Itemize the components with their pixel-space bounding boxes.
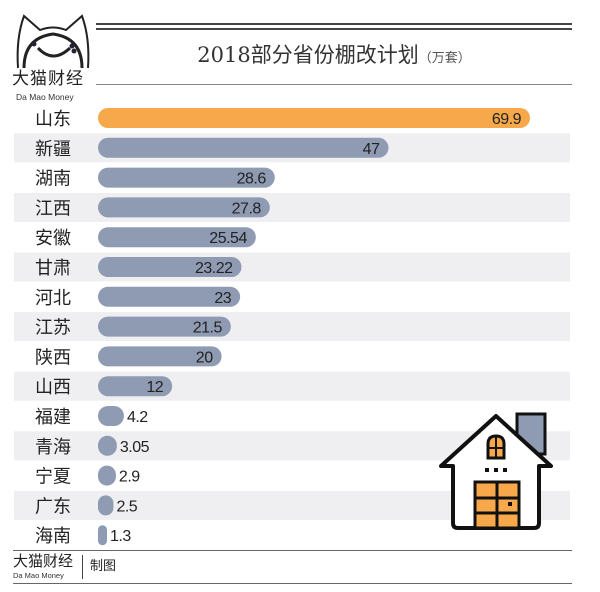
category-label: 宁夏 xyxy=(35,467,71,488)
category-label: 甘肃 xyxy=(35,258,71,279)
bar xyxy=(98,167,275,188)
data-label: 23 xyxy=(214,290,231,307)
category-label: 山西 xyxy=(35,377,71,398)
category-label: 江西 xyxy=(35,198,71,219)
bar xyxy=(98,197,270,218)
footer-logo-en: Da Mao Money xyxy=(13,571,64,580)
data-label: 28.6 xyxy=(237,171,267,188)
category-label: 湖南 xyxy=(35,169,71,190)
bar xyxy=(98,137,389,158)
bar xyxy=(98,108,530,128)
data-label: 21.5 xyxy=(193,320,223,337)
logo-text-cn: 大猫财经 xyxy=(12,69,84,89)
logo-text-en: Da Mao Money xyxy=(16,92,74,102)
data-label: 12 xyxy=(146,379,163,396)
bar xyxy=(98,495,114,516)
category-label: 山东 xyxy=(35,109,71,130)
bar xyxy=(98,286,241,307)
row-shade xyxy=(14,312,570,342)
chart-title-text: 2018部分省份棚改计划 xyxy=(197,43,419,67)
title-rule-bottom xyxy=(96,84,572,85)
house-icon xyxy=(439,412,553,530)
chart-title: 2018部分省份棚改计划（万套） xyxy=(96,42,572,72)
cat-logo-icon xyxy=(16,14,90,69)
data-label: 20 xyxy=(196,349,213,366)
bar xyxy=(98,376,173,397)
data-label: 3.05 xyxy=(120,439,150,456)
row-shade xyxy=(14,192,570,222)
data-label: 1.3 xyxy=(110,528,131,545)
data-label: 25.54 xyxy=(209,230,247,247)
bar xyxy=(98,227,256,248)
footer-separator xyxy=(82,555,83,579)
footer-credit: 制图 xyxy=(90,559,117,574)
footer-rule-top xyxy=(13,550,572,551)
data-label: 23.22 xyxy=(195,260,233,277)
category-label: 广东 xyxy=(35,496,71,517)
bar xyxy=(98,346,222,367)
data-label: 4.2 xyxy=(127,409,148,426)
title-rule-top-2 xyxy=(96,28,572,30)
bar xyxy=(98,525,107,546)
bar xyxy=(98,406,124,426)
bar xyxy=(98,435,117,456)
category-label: 陕西 xyxy=(35,347,71,368)
chart-unit: （万套） xyxy=(418,51,471,66)
title-rule-top xyxy=(96,23,572,25)
category-label: 青海 xyxy=(35,437,71,458)
category-label: 安徽 xyxy=(35,228,71,249)
row-shade xyxy=(14,252,570,282)
category-label: 河北 xyxy=(35,288,71,309)
data-label: 69.9 xyxy=(492,111,522,128)
data-label: 27.8 xyxy=(232,200,262,217)
data-label: 2.9 xyxy=(119,469,140,486)
row-shade xyxy=(14,371,570,401)
footer-logo-cn: 大猫财经 xyxy=(13,552,74,570)
footer-rule-bottom xyxy=(13,583,572,584)
category-label: 海南 xyxy=(35,526,71,547)
bar xyxy=(98,316,231,337)
data-label: 2.5 xyxy=(116,498,137,515)
bar xyxy=(98,257,242,277)
category-label: 江苏 xyxy=(35,318,71,339)
category-label: 福建 xyxy=(35,407,71,428)
category-label: 新疆 xyxy=(35,139,71,160)
bar xyxy=(98,465,116,486)
data-label: 47 xyxy=(363,141,380,158)
